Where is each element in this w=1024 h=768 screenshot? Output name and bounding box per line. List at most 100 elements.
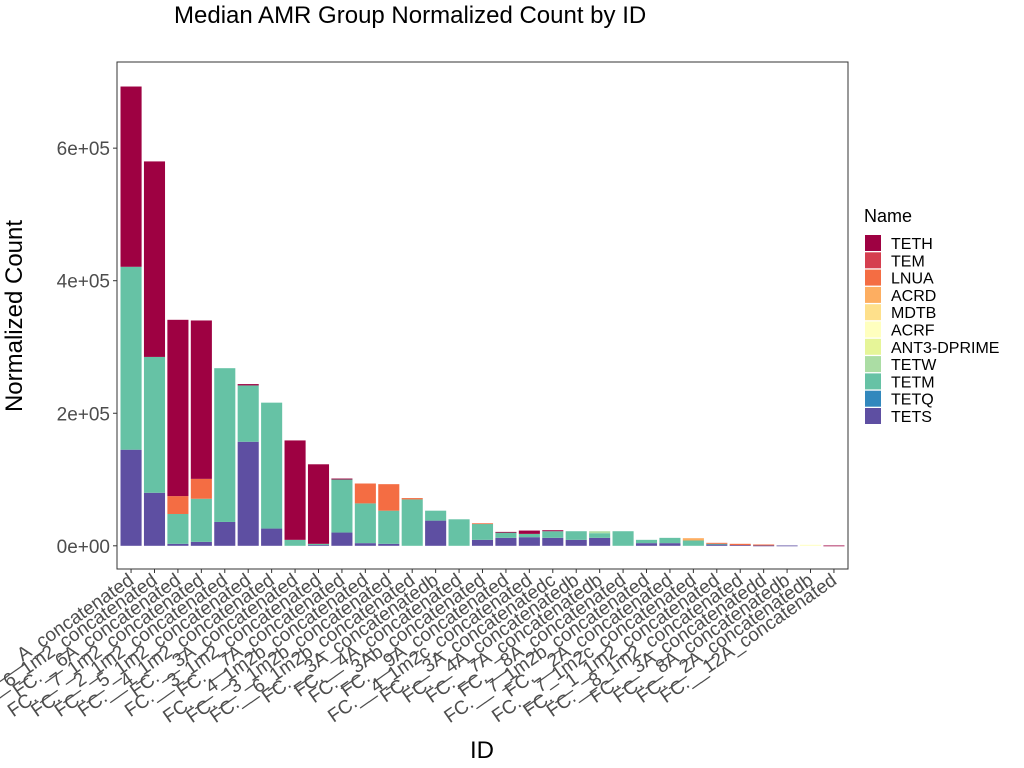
bar-segment-tets	[635, 543, 658, 546]
bar-segment-tetm	[706, 543, 728, 545]
bar-segment-tets	[378, 543, 400, 546]
bar-segment-tets	[214, 521, 236, 546]
bar-segment-lnua	[190, 478, 212, 499]
legend-label: TETM	[891, 374, 935, 391]
legend-swatch-tetw	[865, 356, 881, 373]
bar-segment-tetm	[682, 540, 704, 546]
bar-segment-tets	[518, 537, 540, 546]
bar-segment-tetm	[612, 531, 634, 546]
bar-segment-teth	[167, 319, 189, 497]
bar-segment-tets	[659, 543, 681, 546]
bar-segment-tetw	[589, 531, 611, 534]
bar-segment-tets	[471, 539, 494, 546]
bar-segment-tetm	[261, 402, 283, 529]
legend-swatch-acrf	[865, 321, 881, 338]
legend-title: Name	[864, 206, 912, 226]
bar-segment-tets	[167, 543, 189, 546]
bar-segment-tetm	[284, 539, 306, 546]
bar-segment-lnua	[471, 523, 494, 525]
bar-segment-teth	[307, 464, 330, 544]
bar-segment-tetm	[237, 385, 259, 442]
bar-segment-teth	[284, 440, 306, 540]
legend-swatch-tetq	[865, 390, 881, 407]
bar-segment-tetm	[167, 513, 189, 544]
legend: Name TETHTEMLNUAACRDMDTBACRFANT3-DPRIMET…	[864, 206, 999, 426]
legend-label: TEM	[891, 253, 925, 270]
bar-segment-tetm	[401, 499, 423, 546]
legend-label: TETH	[891, 236, 933, 253]
bar-segment-lnua	[401, 498, 423, 500]
bar-segment-teth	[495, 531, 517, 533]
bar-segment-lnua	[378, 484, 400, 511]
bar-segment-tets	[331, 532, 353, 546]
bar-segment-tetm	[214, 368, 236, 522]
bar-segment-lnua	[753, 544, 775, 546]
legend-label: LNUA	[891, 271, 934, 288]
bar-segment-tets	[753, 545, 775, 547]
bar-segment-tetm	[354, 503, 376, 544]
bar-segment-teth	[823, 545, 845, 547]
bar-segment-tets	[565, 539, 587, 546]
bar-segment-tets	[776, 545, 798, 547]
bar-segment-lnua	[729, 543, 751, 546]
bar-segment-tetm	[542, 531, 564, 538]
bar-segment-tetm	[190, 498, 212, 542]
y-axis: 0e+00 2e+05 4e+05 6e+05	[57, 139, 117, 558]
bar-segment-tetm	[378, 510, 400, 544]
legend-label: MDTB	[891, 305, 936, 322]
bar-segment-tetm	[331, 479, 353, 533]
bar-segment-teth	[331, 478, 353, 480]
bar-segment-tets	[706, 544, 728, 546]
bar-segment-lnua	[167, 496, 189, 514]
bar-segment-tetm	[143, 356, 166, 493]
y-axis-title: Normalized Count	[1, 220, 28, 412]
legend-label: TETQ	[891, 392, 934, 409]
legend-swatch-ant3-dprime	[865, 338, 881, 355]
y-tick-label: 4e+05	[57, 272, 110, 293]
bar-segment-tets	[495, 537, 517, 546]
bar-segment-tets	[542, 537, 564, 546]
legend-label: TETW	[891, 357, 937, 374]
x-axis-title: ID	[470, 737, 494, 764]
bar-segment-teth	[190, 320, 212, 479]
x-axis: FC.___A_concatenatedFC.__6_1m2_concatena…	[0, 569, 841, 728]
legend-swatch-lnua	[865, 269, 881, 286]
bar-segment-tetm	[471, 523, 494, 540]
bar-segment-tetm	[635, 539, 658, 544]
bar-segment-tets	[190, 541, 212, 546]
bar-segment-tets	[425, 520, 447, 546]
legend-swatch-mdtb	[865, 304, 881, 321]
legend-swatch-tetm	[865, 373, 881, 390]
bar-segment-teth	[120, 86, 142, 267]
bar-segment-lnua	[706, 542, 728, 544]
bar-segment-tetm	[448, 519, 470, 546]
legend-swatch-tem	[865, 252, 881, 269]
bar-segment-teth	[542, 530, 564, 532]
chart-title: Median AMR Group Normalized Count by ID	[174, 2, 646, 29]
bar-segment-teth	[143, 161, 166, 357]
bar-segment-teth	[518, 530, 540, 534]
legend-swatch-teth	[865, 235, 881, 251]
bar-segment-tetm	[495, 532, 517, 538]
legend-swatch-tets	[865, 408, 881, 424]
bar-segment-tets	[589, 537, 611, 546]
bar-segment-tetm	[565, 531, 587, 540]
bar-segment-tets	[729, 545, 751, 546]
y-tick-label: 0e+00	[57, 537, 110, 558]
bar-segment-acrf	[799, 544, 822, 546]
bar-segment-tetm	[120, 266, 142, 450]
bar-segment-tets	[261, 528, 283, 546]
legend-swatch-acrd	[865, 286, 881, 303]
bar-segment-tets	[143, 492, 166, 546]
bar-segment-lnua	[354, 483, 376, 504]
bar-segment-tetm	[518, 533, 540, 538]
bar-segment-tetm	[659, 537, 681, 544]
bar-segment-tets	[120, 449, 142, 546]
legend-label: ACRF	[891, 323, 935, 340]
bar-segment-teth	[237, 384, 259, 386]
bar-segment-tetm	[589, 533, 611, 538]
legend-label: TETS	[891, 409, 932, 426]
bar-segment-tetm	[425, 510, 447, 521]
bar-segment-tetm	[307, 543, 330, 546]
